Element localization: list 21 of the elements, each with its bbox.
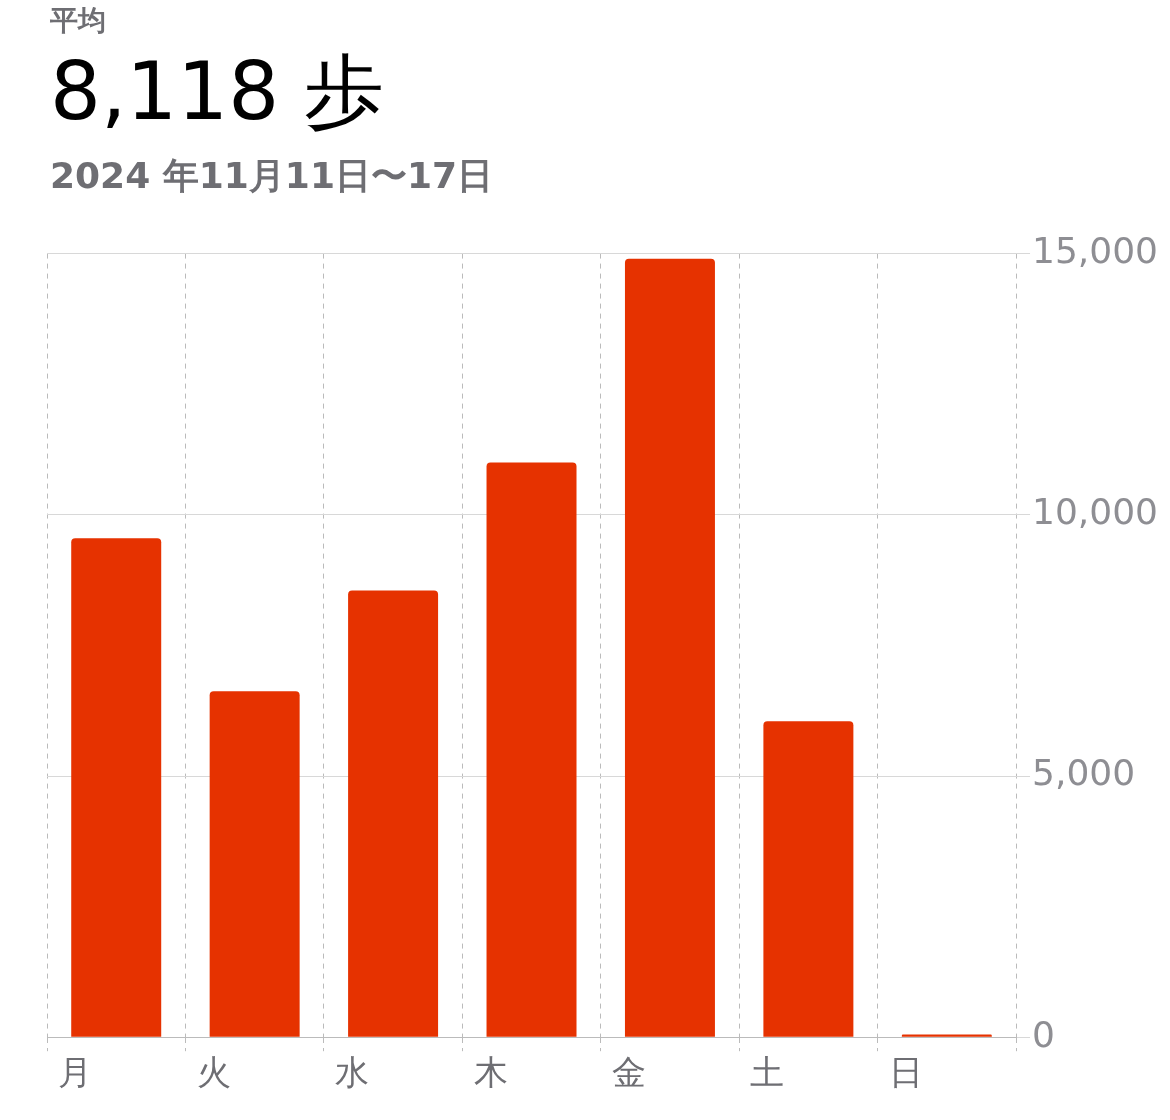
x-tick-label: 月 — [58, 1052, 93, 1093]
bar — [71, 538, 162, 1037]
bar — [763, 721, 854, 1037]
text: 2024 年11月11日〜17日 — [50, 154, 495, 198]
bar — [624, 258, 715, 1037]
chart-subtitle: 8,118 歩 — [50, 44, 386, 140]
x-tick-label: 水 — [335, 1052, 370, 1093]
bar — [209, 691, 300, 1037]
bar — [901, 1034, 992, 1037]
x-tick-label: 金 — [611, 1052, 646, 1093]
chart-title: 平均 — [50, 3, 107, 39]
y-tick-label: 15,000 — [1032, 229, 1158, 271]
x-tick-label: 土 — [750, 1052, 785, 1093]
x-tick-label: 火 — [196, 1052, 231, 1093]
x-tick-label: 木 — [473, 1052, 508, 1093]
bar — [348, 590, 439, 1037]
y-tick-label: 10,000 — [1032, 491, 1158, 533]
y-tick-label: 5,000 — [1032, 752, 1136, 794]
y-tick-label: 0 — [1032, 1013, 1055, 1055]
bar — [486, 462, 577, 1037]
x-tick-label: 日 — [888, 1052, 923, 1093]
